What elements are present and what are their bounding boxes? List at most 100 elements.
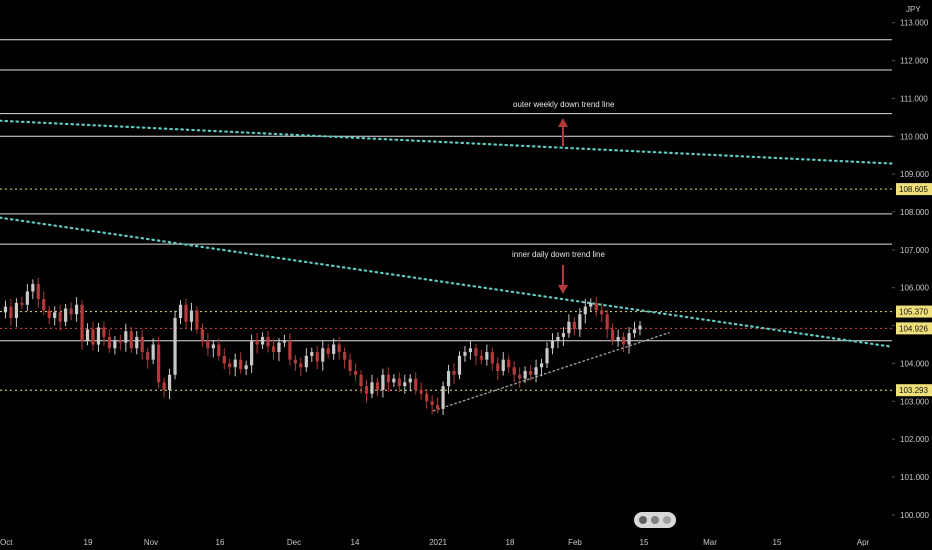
- candle-body: [326, 348, 330, 354]
- candle-body: [425, 393, 429, 402]
- y-tick-label: 106.000: [900, 284, 929, 293]
- candle-body: [578, 314, 582, 330]
- candle-body: [583, 306, 587, 315]
- candle-body: [184, 304, 188, 322]
- candle-body: [364, 386, 369, 394]
- candle-body: [523, 371, 527, 379]
- price-tag: [896, 183, 932, 196]
- candle-body: [452, 371, 456, 375]
- y-tick-label: 113.000: [900, 19, 929, 28]
- candle-body: [436, 405, 440, 409]
- candle-body: [42, 299, 46, 311]
- price-tag-label: 103.293: [899, 386, 928, 395]
- candle-body: [611, 329, 615, 341]
- candle-body: [64, 308, 68, 322]
- y-tick-label: 110.000: [900, 132, 929, 141]
- candle-body: [96, 327, 101, 345]
- candle-body: [282, 340, 287, 343]
- candle-body: [550, 340, 555, 349]
- price-candles: [3, 277, 642, 415]
- watermark-logo: [634, 512, 676, 528]
- candle-body: [74, 304, 79, 315]
- y-tick-label: 100.000: [900, 511, 929, 520]
- candle-body: [457, 355, 462, 375]
- candle-body: [146, 352, 150, 360]
- x-tick-label: Mar: [703, 538, 717, 547]
- price-tags: 108.605 105.370 104.926 103.293: [896, 183, 932, 397]
- candle-body: [293, 359, 297, 364]
- candle-body: [140, 336, 144, 353]
- candle-body: [129, 331, 133, 349]
- candle-body: [315, 352, 319, 362]
- candle-body: [217, 344, 221, 356]
- candle-body: [118, 340, 122, 343]
- candle-body: [69, 308, 73, 315]
- price-tag: [896, 322, 932, 335]
- candle-body: [632, 329, 637, 334]
- candle-body: [195, 310, 199, 330]
- candle-body: [178, 304, 183, 318]
- candle-body: [386, 374, 390, 383]
- x-tick-label: 15: [773, 538, 782, 547]
- candle-body: [85, 329, 90, 341]
- candle-body: [260, 336, 265, 345]
- trend-line-0: [0, 119, 894, 165]
- candle-body: [507, 359, 511, 368]
- candle-body: [211, 344, 215, 349]
- candle-body: [124, 331, 128, 343]
- candle-body: [468, 348, 473, 353]
- price-tag: [896, 305, 932, 318]
- candle-body: [479, 355, 483, 360]
- candle-body: [102, 327, 106, 337]
- currency-label: JPY: [906, 5, 921, 14]
- candle-body: [332, 344, 336, 354]
- candle-body: [107, 336, 112, 349]
- x-tick-label: Nov: [144, 538, 158, 547]
- candle-body: [621, 336, 626, 345]
- candle-body: [496, 363, 500, 371]
- candle-body: [200, 329, 204, 341]
- price-tag: [896, 384, 932, 397]
- candle-body: [430, 401, 434, 406]
- candle-body: [271, 346, 276, 353]
- annotations: outer weekly down trend line inner daily …: [512, 100, 615, 294]
- y-tick-label: 112.000: [900, 57, 929, 66]
- candle-body: [556, 336, 560, 341]
- candle-body: [157, 344, 161, 383]
- candle-body: [14, 302, 19, 318]
- candle-body: [228, 363, 232, 368]
- candle-body: [288, 340, 292, 360]
- price-tag-label: 105.370: [899, 308, 928, 317]
- candle-body: [627, 333, 631, 345]
- candle-body: [561, 333, 566, 337]
- candle-body: [310, 352, 314, 356]
- candle-body: [80, 304, 84, 341]
- y-tick-label: 102.000: [900, 435, 929, 444]
- x-tick-label: 15: [640, 538, 649, 547]
- candle-body: [501, 359, 505, 371]
- candle-body: [419, 389, 423, 394]
- x-tick-label: 19: [84, 538, 93, 547]
- y-tick-label: 101.000: [900, 473, 929, 482]
- price-tag-label: 104.926: [899, 324, 928, 333]
- candle-body: [337, 344, 341, 353]
- candle-body: [304, 355, 308, 368]
- candle-body: [528, 371, 533, 375]
- candle-body: [321, 348, 325, 362]
- candle-body: [222, 355, 226, 364]
- candle-body: [616, 336, 620, 341]
- candle-body: [277, 342, 281, 353]
- candle-body: [189, 310, 194, 322]
- candle-body: [600, 310, 604, 315]
- y-axis: 113.000 112.000 111.000 110.000 109.000 108.0…: [892, 19, 929, 520]
- x-tick-label: 2021: [429, 538, 447, 547]
- x-tick-label: 16: [216, 538, 225, 547]
- x-tick-label: 18: [506, 538, 515, 547]
- y-tick-label: 107.000: [900, 246, 929, 255]
- candle-body: [539, 363, 544, 368]
- candle-body: [463, 352, 467, 356]
- y-tick-label: 108.000: [900, 208, 929, 217]
- candle-body: [381, 374, 385, 390]
- arrow-down-head-icon: [558, 285, 568, 294]
